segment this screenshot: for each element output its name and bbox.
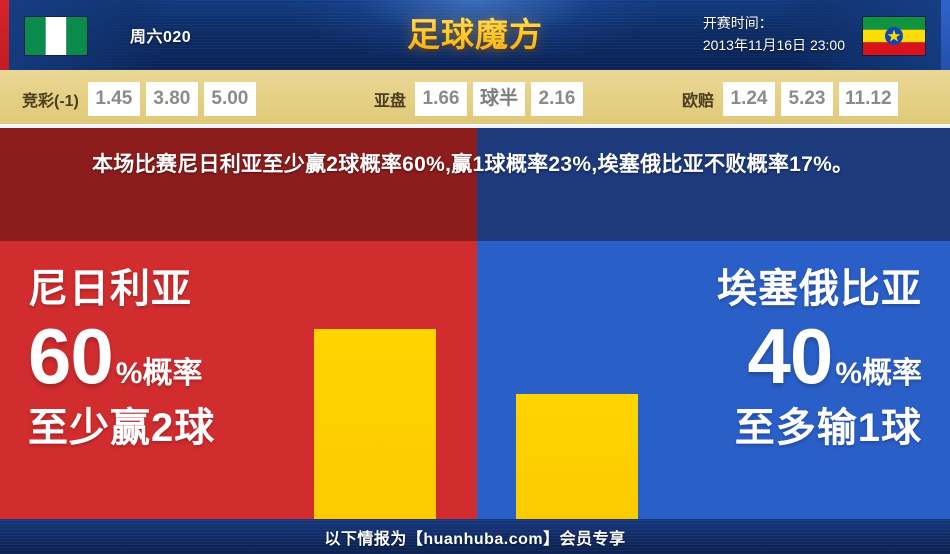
away-probability-value: 40 — [747, 312, 834, 400]
home-team-info: 尼日利亚 60 %概率 至少赢2球 — [28, 263, 215, 455]
away-probability-suffix: %概率 — [835, 357, 922, 390]
summary-banner-left-half — [0, 128, 477, 241]
odds-cell[interactable]: 2.16 — [531, 82, 584, 116]
odds-group-oupei: 欧赔 1.24 5.23 11.12 — [682, 82, 904, 116]
odds-group-label: 欧赔 — [682, 93, 715, 110]
site-logo[interactable]: 足球魔方 — [407, 8, 543, 62]
home-team-outcome: 至少赢2球 — [28, 406, 216, 450]
home-probability-suffix: %概率 — [115, 357, 203, 390]
header-right-blue-stripe — [941, 0, 950, 70]
page-header: 周六020 足球魔方 开赛时间： 2013年11月16日 23:00 — [0, 0, 950, 70]
odds-group-label: 亚盘 — [374, 93, 407, 110]
odds-cell[interactable]: 3.80 — [145, 82, 198, 116]
odds-cell[interactable]: 5.00 — [203, 82, 256, 116]
odds-cell[interactable]: 1.45 — [87, 82, 140, 116]
summary-banner: 本场比赛尼日利亚至少赢2球概率60%,赢1球概率23%,埃塞俄比亚不败概率17%… — [0, 128, 950, 241]
odds-group-label: 竞彩(-1) — [22, 93, 79, 110]
odds-cell[interactable]: 球半 — [473, 82, 526, 116]
prediction-panels: 尼日利亚 60 %概率 至少赢2球 埃塞俄比亚 40 %概率 至多输1球 — [0, 241, 950, 519]
kickoff-info: 开赛时间： 2013年11月16日 23:00 — [703, 12, 845, 56]
away-team-outcome: 至多输1球 — [734, 406, 922, 450]
summary-banner-right-half — [477, 128, 950, 241]
home-probability-value: 60 — [28, 312, 114, 400]
summary-text: 本场比赛尼日利亚至少赢2球概率60%,赢1球概率23%,埃塞俄比亚不败概率17%… — [92, 153, 854, 176]
kickoff-label: 开赛时间： — [702, 15, 773, 31]
odds-cell[interactable]: 11.12 — [839, 82, 898, 116]
away-probability-bar — [516, 394, 638, 519]
odds-cell[interactable]: 1.66 — [415, 82, 468, 116]
ethiopia-flag-icon — [863, 17, 925, 55]
odds-bar-divider — [0, 124, 950, 128]
away-team-name: 埃塞俄比亚 — [717, 267, 922, 311]
kickoff-time: 2013年11月16日 23:00 — [702, 37, 845, 53]
home-team-name: 尼日利亚 — [28, 267, 192, 311]
odds-group-yapan: 亚盘 1.66 球半 2.16 — [374, 82, 589, 116]
odds-bar: 竞彩(-1) 1.45 3.80 5.00 亚盘 1.66 球半 2.16 欧赔… — [0, 70, 950, 128]
nigeria-flag-icon — [25, 17, 87, 55]
away-team-info: 埃塞俄比亚 40 %概率 至多输1球 — [717, 263, 922, 455]
page-footer: 以下情报为【huanhuba.com】会员专享 — [0, 519, 950, 554]
match-round-label: 周六020 — [130, 29, 192, 46]
odds-group-jingcai: 竞彩(-1) 1.45 3.80 5.00 — [22, 82, 262, 116]
footer-text: 以下情报为【huanhuba.com】会员专享 — [324, 530, 626, 548]
odds-cell[interactable]: 5.23 — [781, 82, 834, 116]
odds-cell[interactable]: 1.24 — [723, 82, 776, 116]
home-probability-line: 60 %概率 — [28, 317, 215, 395]
away-probability-line: 40 %概率 — [717, 317, 922, 395]
home-probability-bar — [314, 329, 436, 519]
header-left-red-stripe — [0, 0, 9, 70]
site-logo-text: 足球魔方 — [407, 8, 543, 62]
